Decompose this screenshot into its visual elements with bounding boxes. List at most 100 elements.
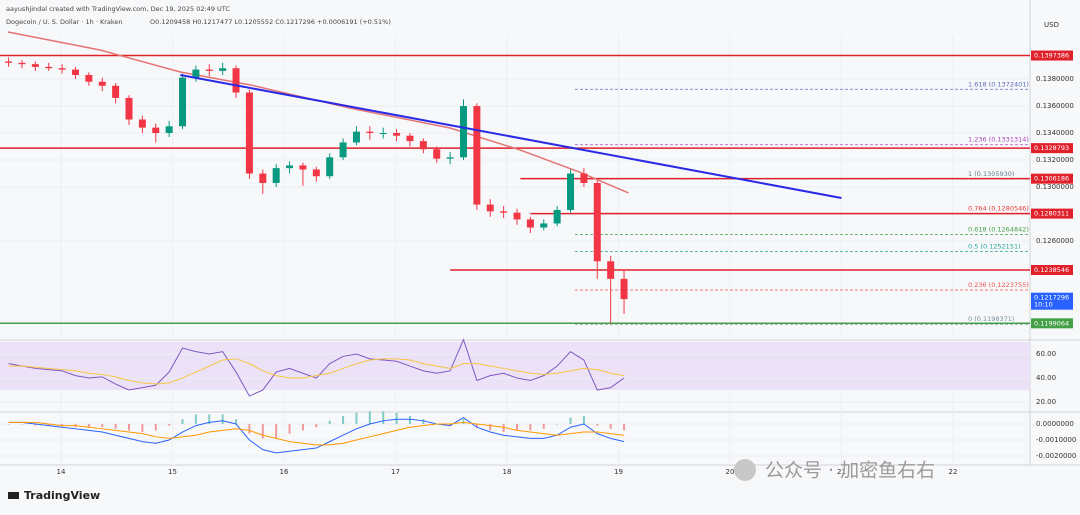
support-label-box	[1031, 318, 1073, 329]
candle-body	[299, 165, 307, 170]
level-label-box	[1031, 173, 1073, 184]
candle-body	[352, 131, 360, 143]
histogram-bar	[194, 414, 197, 425]
histogram-bar	[7, 424, 10, 425]
y-tick-label: -0.0010000	[1036, 436, 1076, 444]
y-tick-label: 0.0000000	[1036, 420, 1074, 428]
candle-body	[446, 157, 454, 159]
candle-body	[500, 211, 508, 213]
candle-body	[179, 77, 187, 127]
indicator-line	[8, 338, 625, 397]
author-line: aayushjindal created with TradingView.co…	[6, 5, 230, 13]
candle-body	[567, 173, 575, 210]
candle-body	[165, 126, 173, 134]
histogram-bar	[20, 424, 23, 425]
candle-body	[540, 223, 548, 228]
histogram-bar	[261, 424, 264, 439]
candle-body	[393, 133, 401, 136]
candle-body	[620, 278, 628, 300]
candle-body	[112, 85, 120, 98]
candle-body	[607, 261, 615, 279]
fib-label: 0.618 (0.1264842)	[968, 225, 1029, 233]
fib-label: 0.5 (0.1252151)	[968, 243, 1021, 251]
indicator-line	[8, 358, 625, 385]
watermark: 公众号 · 加密鱼右右	[734, 459, 935, 482]
level-label-box	[1031, 208, 1073, 219]
axis-unit: USD	[1044, 21, 1059, 29]
x-tick-label: 22	[948, 468, 957, 476]
candle-body	[232, 68, 240, 93]
symbol: Dogecoin / U. S. Dollar · 1h · Kraken	[6, 18, 123, 26]
y-tick-label: 0.1260000	[1036, 237, 1074, 245]
candle-body	[31, 64, 39, 67]
y-tick-label: 40.00	[1036, 374, 1056, 382]
histogram-bar	[569, 417, 572, 425]
support-label: 0.1199064	[1034, 319, 1069, 327]
logo-icon	[8, 492, 19, 499]
countdown: 10:10	[1034, 301, 1053, 309]
y-tick-label: 0.1360000	[1036, 102, 1074, 110]
level-label: 0.1397386	[1034, 52, 1069, 60]
histogram-bar	[623, 424, 626, 431]
histogram-bar	[408, 416, 411, 425]
candle-body	[152, 127, 160, 134]
fib-label: 0 (0.1198371)	[968, 315, 1014, 323]
y-tick-label: -0.0020000	[1036, 452, 1076, 460]
watermark-text: 公众号 · 加密鱼右右	[765, 460, 935, 482]
candle-body	[526, 219, 534, 228]
candle-body	[486, 204, 494, 212]
x-tick-label: 18	[503, 468, 512, 476]
macd-line	[8, 421, 625, 446]
y-tick-label: 0.1340000	[1036, 129, 1074, 137]
histogram-bar	[315, 424, 318, 428]
ohlc: O0.1209458 H0.1217477 L0.1205552 C0.1217…	[150, 18, 391, 26]
level-label-box	[1031, 143, 1073, 154]
histogram-bar	[582, 416, 585, 425]
histogram-bar	[154, 424, 157, 431]
level-label: 0.1280311	[1034, 210, 1069, 218]
candle-body	[339, 142, 347, 158]
x-tick-label: 16	[280, 468, 289, 476]
histogram-bar	[556, 424, 559, 425]
histogram-bar	[475, 424, 478, 428]
histogram-bar	[342, 416, 345, 425]
histogram-bar	[516, 424, 519, 431]
fib-label: 0.236 (0.1223755)	[968, 281, 1029, 289]
histogram-bar	[61, 424, 64, 426]
histogram-bar	[502, 424, 505, 433]
candle-body	[419, 141, 427, 150]
logo: TradingView	[8, 489, 100, 502]
rsi-band	[0, 342, 1030, 391]
level-label-box	[1031, 50, 1073, 61]
histogram-bar	[368, 411, 371, 425]
candle-body	[259, 173, 267, 183]
histogram-bar	[248, 424, 251, 434]
last-price-box	[1031, 292, 1073, 310]
candle-body	[593, 182, 601, 262]
candle-body	[85, 74, 93, 82]
candle-body	[245, 92, 253, 174]
candle-body	[580, 173, 588, 183]
histogram-bar	[181, 419, 184, 425]
histogram-bar	[596, 424, 599, 426]
fib-label: 1.618 (0.1372401)	[968, 80, 1029, 88]
histogram-bar	[328, 420, 331, 425]
fib-label: 0.764 (0.1280546)	[968, 204, 1029, 212]
candle-body	[406, 135, 414, 142]
histogram-bar	[114, 424, 117, 429]
histogram-bar	[462, 419, 465, 425]
x-tick-label: 21	[837, 468, 846, 476]
histogram-bar	[87, 424, 90, 428]
y-tick-label: 0.1380000	[1036, 75, 1074, 83]
x-tick-label: 17	[391, 468, 400, 476]
candle-body	[125, 97, 133, 120]
candle-body	[205, 69, 213, 71]
histogram-bar	[609, 424, 612, 429]
histogram-bar	[47, 424, 50, 426]
logo-text: TradingView	[24, 489, 100, 502]
histogram-bar	[101, 424, 104, 428]
fib-label: 1 (0.1305930)	[968, 170, 1014, 178]
macd-line	[8, 417, 625, 454]
candle-body	[58, 68, 66, 70]
